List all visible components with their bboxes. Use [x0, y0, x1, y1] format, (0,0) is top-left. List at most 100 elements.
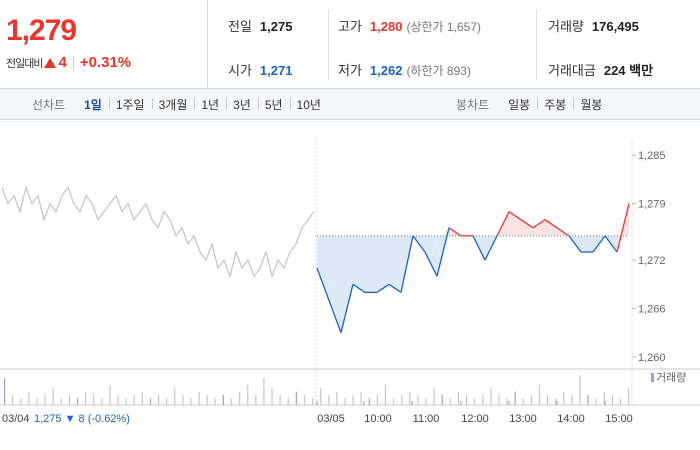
volume-bar	[611, 395, 613, 405]
change-divider	[72, 55, 74, 70]
volume-bar	[498, 395, 500, 405]
line-chart-tabs: 선차트 1일 1주일 3개월 1년 3년 5년 10년	[32, 89, 328, 120]
stat-trade-value: 거래대금 224 백만	[548, 60, 653, 79]
price-down-segment	[400, 235, 414, 293]
volume-bar	[433, 388, 435, 405]
price-down-segment	[604, 235, 618, 253]
volume-bar	[563, 391, 565, 405]
change-value: 4	[58, 54, 67, 71]
volume-legend-swatch	[651, 373, 654, 382]
volume-bar	[20, 398, 22, 405]
tab-daily-candle[interactable]: 일봉	[508, 98, 531, 112]
volume-bar	[12, 395, 14, 405]
volume-bar	[271, 388, 273, 405]
stat-value: 1,275	[259, 19, 293, 34]
prev-day-date: 03/04	[2, 413, 30, 425]
y-tick-label: 1,266	[638, 304, 666, 316]
volume-bar	[157, 395, 160, 405]
tab-monthly-candle[interactable]: 월봉	[573, 96, 609, 113]
volume-bar	[117, 395, 119, 405]
volume-bar	[182, 395, 184, 405]
volume-bar	[506, 398, 508, 405]
time-axis-label: 14:00	[557, 413, 585, 425]
price-down-segment	[436, 227, 450, 277]
stat-label: 고가	[338, 19, 362, 34]
time-axis-label: 10:00	[364, 413, 392, 425]
price-up-area	[521, 219, 533, 236]
price-up-area	[509, 211, 521, 236]
volume-bar	[392, 398, 395, 405]
tab-1-year[interactable]: 1년	[194, 96, 226, 113]
volume-bar	[328, 395, 330, 405]
price-up-segment	[532, 219, 546, 229]
tab-10-years[interactable]: 10년	[289, 96, 328, 113]
volume-bar	[482, 395, 484, 405]
volume-bar	[619, 398, 622, 405]
price-up-area	[533, 219, 545, 236]
current-price: 1,279	[6, 14, 77, 47]
volume-bar	[457, 391, 460, 405]
y-tick-label: 1,272	[638, 255, 666, 267]
price-down-segment	[316, 267, 330, 301]
volume-bar	[149, 398, 152, 405]
volume-bar	[514, 391, 516, 405]
stat-label: 시가	[228, 63, 252, 78]
price-up-segment	[556, 227, 570, 237]
y-tick-label: 1,279	[638, 199, 666, 211]
volume-bar	[579, 375, 581, 405]
volume-bar	[93, 395, 95, 405]
stat-prev-close: 전일 1,275	[228, 16, 292, 35]
price-down-area	[581, 235, 593, 252]
volume-bar	[287, 398, 289, 405]
volume-bar	[44, 395, 46, 405]
volume-bar	[190, 398, 192, 405]
volume-bar	[133, 395, 135, 405]
volume-bar	[595, 398, 597, 405]
change-label: 전일대비	[6, 57, 43, 70]
stat-label: 저가	[338, 63, 362, 78]
volume-bar	[255, 395, 257, 405]
prev-day-close-summary: 1,275 ▼ 8 (-0.62%)	[34, 413, 130, 425]
price-down-segment	[328, 300, 342, 333]
volume-bar	[441, 395, 443, 405]
volume-bar	[336, 391, 338, 405]
volume-bar	[76, 398, 79, 405]
volume-bar	[344, 398, 346, 405]
price-up-segment	[520, 219, 534, 229]
price-chart-svg: 1,285 1,279 1,272 1,266 1,260 거래량 03/05 10:00 11…	[0, 121, 700, 425]
volume-bar	[174, 388, 176, 405]
tab-5-years[interactable]: 5년	[257, 96, 290, 113]
price-down-area	[365, 235, 377, 293]
volume-bar	[376, 395, 378, 405]
tab-1-week[interactable]: 1주일	[108, 96, 152, 113]
stat-volume: 거래량 176,495	[548, 16, 639, 35]
price-down-segment	[424, 251, 438, 277]
chart-period-tabs: 선차트 1일 1주일 3개월 1년 3년 5년 10년 봉차트 일봉 주봉 월봉	[0, 89, 700, 120]
intraday-price-chart: 1,285 1,279 1,272 1,266 1,260 거래량 03/05 10:00 11…	[0, 121, 700, 450]
price-up-segment	[508, 211, 522, 221]
time-axis-label: 12:00	[461, 413, 489, 425]
prev-day-price-line	[1, 185, 315, 279]
tab-3-years[interactable]: 3년	[226, 96, 258, 113]
price-down-segment	[592, 235, 606, 253]
volume-bar	[449, 398, 451, 405]
up-triangle-icon	[44, 57, 57, 68]
volume-bar	[530, 395, 532, 405]
volume-bar	[263, 378, 265, 405]
tab-weekly-candle[interactable]: 주봉	[537, 96, 573, 113]
volume-bar	[239, 391, 241, 405]
price-down-segment	[484, 235, 498, 261]
price-up-segment	[616, 203, 630, 253]
stat-low: 저가 1,262 (하한가 893)	[338, 60, 471, 79]
price-down-segment	[340, 284, 354, 333]
tab-1-day[interactable]: 1일	[84, 98, 102, 112]
volume-legend-label: 거래량	[656, 371, 686, 384]
volume-bar	[320, 388, 322, 405]
price-down-area	[593, 235, 605, 252]
candle-chart-tabs: 봉차트 일봉 주봉 월봉	[456, 89, 609, 120]
volume-bar	[384, 385, 387, 405]
time-axis-label: 03/05	[317, 413, 345, 425]
price-down-area	[569, 235, 581, 252]
volume-bar	[474, 398, 476, 405]
tab-3-months[interactable]: 3개월	[151, 96, 195, 113]
